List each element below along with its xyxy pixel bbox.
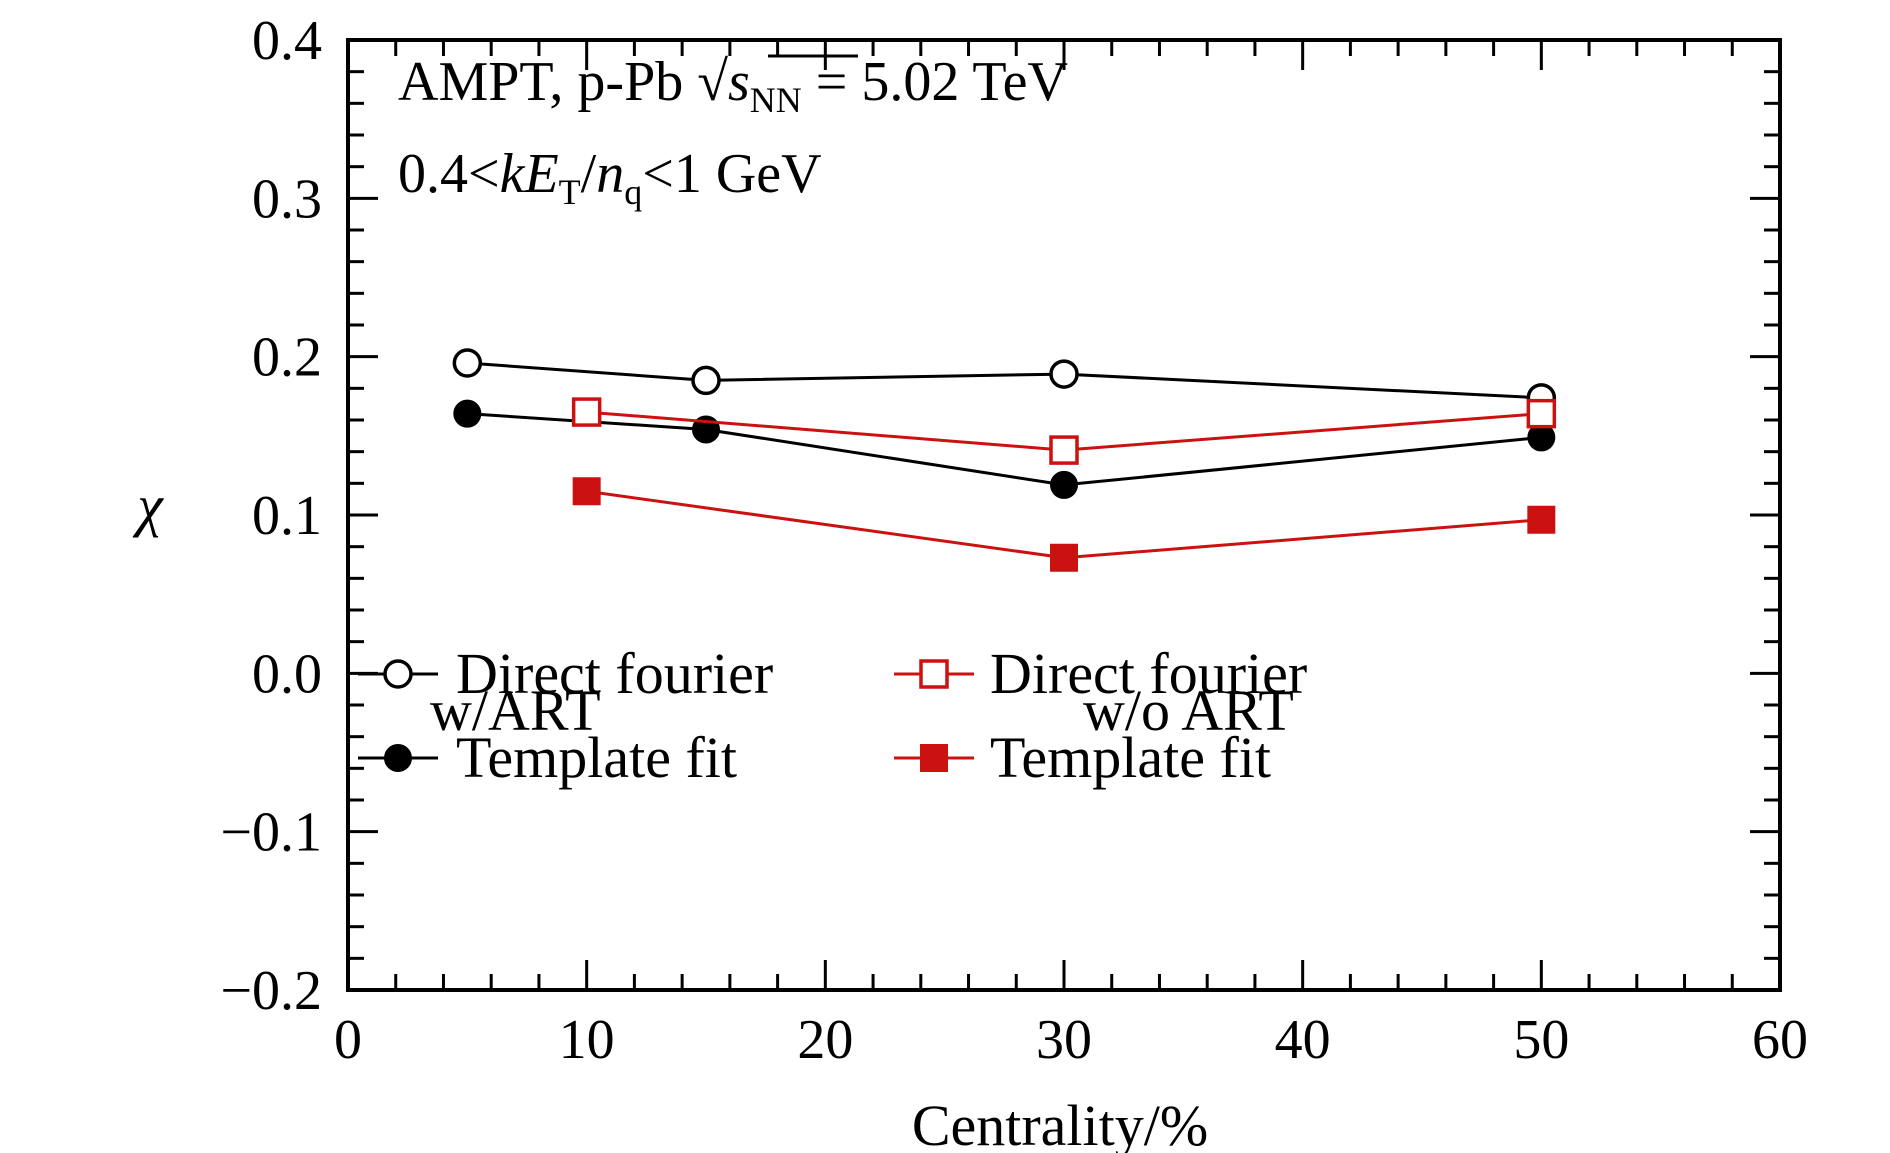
legend-label: Direct fourier	[990, 641, 1307, 706]
x-tick-label: 40	[1275, 1009, 1331, 1071]
annotation-system: AMPT, p-Pb √sNN = 5.02 TeV	[398, 51, 1068, 120]
data-point-with-art-template-fit	[453, 399, 482, 428]
ket-range-upper: <1 GeV	[642, 143, 821, 205]
x-tick-label: 60	[1752, 1009, 1808, 1071]
x-tick-label: 50	[1513, 1009, 1569, 1071]
y-axis-title: χ	[132, 473, 164, 538]
sqrt-symbol: √	[697, 51, 728, 113]
ket-n: n	[596, 143, 624, 205]
data-point-with-art-direct-fourier	[452, 348, 483, 378]
data-point-with-art-template-fit	[1050, 470, 1078, 499]
series-without-art-template-fit	[572, 477, 1556, 572]
ket-n-subscript: q	[624, 172, 642, 212]
legend-item-without-art-direct-fourier: Direct fourier	[894, 641, 1307, 706]
legend-marker	[383, 659, 413, 689]
data-point-without-art-template-fit	[572, 477, 601, 506]
data-point-without-art-template-fit	[1050, 543, 1078, 572]
y-tick-label: 0.4	[252, 10, 322, 72]
y-tick-label: −0.2	[220, 960, 322, 1022]
ket-E: E	[523, 143, 558, 205]
x-axis-tick-labels: 0 10 20 30 40 50 60	[334, 1009, 1808, 1071]
data-point-without-art-direct-fourier	[1526, 398, 1557, 429]
y-tick-label: −0.1	[220, 802, 322, 864]
y-axis-tick-labels: −0.2 −0.1 0.0 0.1 0.2 0.3 0.4	[220, 10, 322, 1022]
x-tick-label: 20	[797, 1009, 853, 1071]
data-point-without-art-direct-fourier	[571, 397, 602, 427]
legend-marker	[919, 659, 949, 689]
energy-s: s	[728, 51, 750, 113]
data-point-without-art-template-fit	[1527, 505, 1556, 534]
y-tick-label: 0.3	[252, 168, 322, 230]
ket-k: k	[500, 143, 526, 205]
data-point-without-art-direct-fourier	[1049, 435, 1079, 465]
series-line-with-art-direct-fourier	[467, 361, 1542, 400]
legend-label: Direct fourier	[456, 641, 773, 706]
legend-items: Direct fourier Template fit Direct fourier…	[358, 641, 1307, 790]
ket-range-lower: 0.4<	[398, 143, 500, 205]
legend-group-title-without-art: w/o ART	[1083, 678, 1294, 743]
legend-item-without-art-template-fit: Template fit	[894, 725, 1271, 790]
legend-marker	[920, 744, 948, 772]
legend-marker	[384, 744, 412, 772]
ket-E-subscript: T	[559, 172, 581, 212]
series-without-art-direct-fourier	[571, 397, 1557, 465]
series-line-with-art-template-fit	[467, 412, 1542, 487]
data-series	[452, 348, 1557, 572]
x-tick-label: 10	[559, 1009, 615, 1071]
series-with-art-direct-fourier	[452, 348, 1557, 413]
annotation-energy-value: = 5.02 TeV	[802, 51, 1068, 113]
annotation-ket-range: 0.4<kET/nq<1 GeV	[398, 143, 822, 212]
y-tick-label: 0.0	[252, 643, 322, 705]
legend-item-with-art-direct-fourier: Direct fourier	[358, 641, 773, 706]
legend: w/ART w/o ART Direct fourier Template fit…	[358, 641, 1307, 790]
x-tick-label: 0	[334, 1009, 362, 1071]
y-tick-label: 0.1	[252, 485, 322, 547]
data-point-with-art-direct-fourier	[1049, 359, 1079, 389]
legend-item-with-art-template-fit: Template fit	[358, 725, 737, 790]
ket-slash: /	[581, 143, 597, 205]
legend-label: Template fit	[456, 725, 737, 790]
legend-label: Template fit	[990, 725, 1271, 790]
energy-s-subscript: NN	[750, 80, 802, 120]
annotation-system-prefix: AMPT, p-Pb	[398, 51, 697, 113]
data-point-with-art-direct-fourier	[691, 365, 721, 396]
x-axis-title: Centrality/%	[912, 1093, 1208, 1153]
y-tick-label: 0.2	[252, 327, 322, 389]
legend-group-title-with-art: w/ART	[430, 678, 601, 743]
x-tick-label: 30	[1036, 1009, 1092, 1071]
